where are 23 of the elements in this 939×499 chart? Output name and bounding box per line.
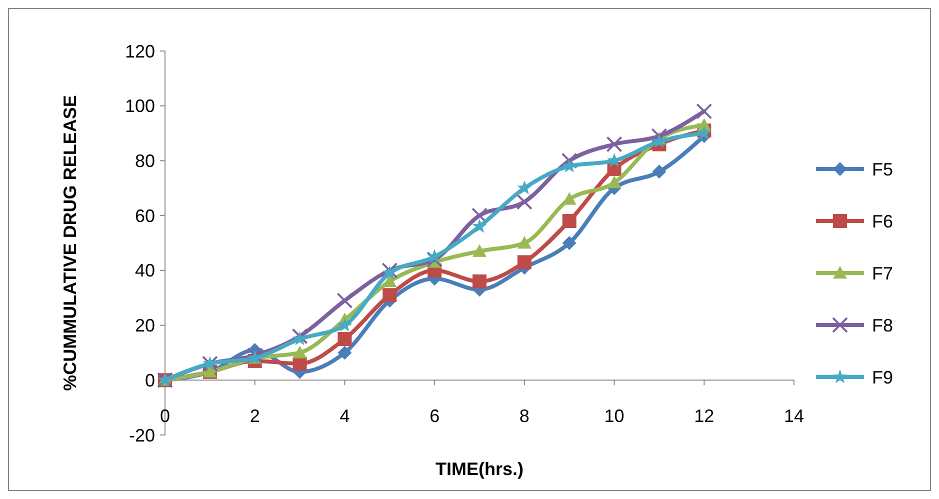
x-tick-label: 6 (430, 406, 440, 426)
x-axis-title: TIME(hrs.) (436, 459, 524, 479)
y-tick-label: 60 (134, 206, 155, 226)
y-tick-label: 0 (144, 370, 155, 390)
legend-label: F8 (872, 315, 894, 336)
x-tick-label: 14 (784, 406, 804, 426)
x-tick-label: 10 (604, 406, 624, 426)
legend-label: F7 (872, 263, 894, 284)
legend-label: F5 (872, 159, 894, 180)
y-tick-label: 100 (124, 96, 155, 116)
legend-label: F9 (872, 367, 894, 388)
x-tick-label: 12 (694, 406, 714, 426)
y-axis-title: %CUMMULATIVE DRUG RELEASE (60, 95, 80, 391)
x-tick-label: 2 (250, 406, 260, 426)
legend-label: F6 (872, 211, 894, 232)
y-tick-label: 40 (134, 260, 155, 281)
y-tick-label: -20 (128, 425, 155, 446)
x-tick-label: 4 (340, 406, 350, 426)
y-tick-label: 80 (134, 151, 155, 172)
y-tick-label: 20 (134, 316, 155, 336)
x-tick-label: 0 (160, 406, 170, 426)
x-tick-label: 8 (519, 406, 530, 426)
y-tick-label: 120 (124, 41, 155, 62)
